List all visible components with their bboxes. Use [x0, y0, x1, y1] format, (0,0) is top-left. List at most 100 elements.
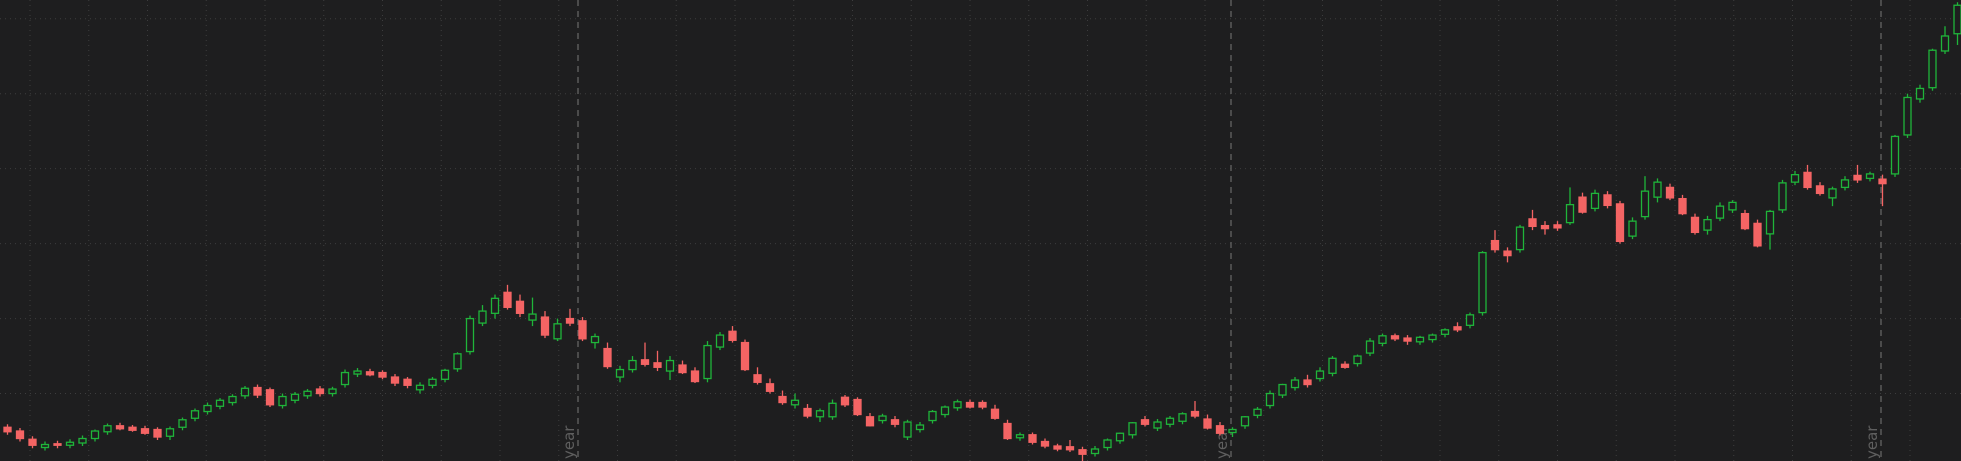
- candle-body: [1765, 210, 1775, 235]
- candle-body: [1915, 87, 1925, 100]
- candle-body: [1928, 49, 1937, 89]
- candle-body: [440, 369, 450, 380]
- period-label: year: [1863, 425, 1881, 459]
- candle-body: [1565, 203, 1575, 224]
- candle-body: [1065, 446, 1075, 451]
- candle-body: [1265, 392, 1275, 407]
- candle-body: [1378, 335, 1387, 344]
- candle-body: [340, 371, 350, 386]
- candle-body: [1778, 182, 1787, 211]
- candle-body: [740, 341, 750, 371]
- candle-body: [3, 426, 12, 433]
- candle-body: [640, 359, 650, 365]
- candle-body: [1215, 425, 1225, 434]
- candle-body: [103, 425, 112, 433]
- candle-body: [1165, 417, 1175, 425]
- candle-body: [490, 297, 500, 314]
- candle-body: [1628, 220, 1637, 237]
- candle-body: [253, 386, 262, 396]
- candle-body: [1740, 212, 1750, 230]
- candle-body: [140, 428, 150, 434]
- period-separators: year year year: [560, 0, 1882, 461]
- candle-body: [1878, 178, 1887, 185]
- candle-body: [690, 370, 700, 383]
- candle-body: [565, 317, 575, 324]
- candle-body: [803, 407, 812, 417]
- candle-body: [1590, 192, 1600, 210]
- candle-body: [1465, 314, 1475, 326]
- candle-body: [1428, 334, 1437, 341]
- candle-body: [1490, 239, 1500, 251]
- candle-body: [865, 416, 875, 427]
- candle-body: [240, 387, 250, 397]
- candle-body: [78, 437, 87, 444]
- candle-body: [1115, 432, 1125, 442]
- candle-body: [478, 310, 487, 324]
- candle-body: [1640, 190, 1650, 218]
- candle-body: [815, 410, 825, 418]
- candle-body: [65, 441, 75, 446]
- candle-body: [828, 402, 837, 418]
- candle-body: [128, 426, 137, 431]
- candle-body: [1303, 379, 1312, 386]
- candle-body: [1390, 335, 1400, 340]
- candle-body: [403, 378, 412, 386]
- candle-body: [1053, 445, 1062, 450]
- candle-body: [1440, 329, 1450, 335]
- candle-body: [765, 383, 775, 392]
- candle-body: [840, 396, 850, 406]
- candle-body: [878, 415, 887, 422]
- candle-body: [1865, 173, 1875, 180]
- candle-body: [353, 370, 362, 375]
- candle-body: [1665, 186, 1675, 199]
- candle-body: [1453, 326, 1462, 331]
- candle-body: [303, 390, 312, 397]
- candle-body: [1365, 340, 1375, 354]
- candle-body: [365, 371, 375, 376]
- candle-body: [1578, 196, 1587, 213]
- candle-body: [15, 430, 25, 440]
- candle-body: [1290, 379, 1300, 389]
- candle-body: [1403, 337, 1412, 342]
- candle-body: [1140, 419, 1150, 425]
- candle-body: [415, 384, 425, 391]
- candle-body: [1853, 174, 1862, 181]
- vertical-grid: [29, 0, 1911, 461]
- candle-body: [1653, 181, 1662, 198]
- candle-body: [928, 410, 937, 422]
- candle-body: [1015, 434, 1025, 439]
- candle-body: [315, 388, 325, 395]
- candle-body: [1728, 201, 1737, 211]
- candle-body: [753, 374, 762, 383]
- candle-body: [940, 406, 950, 416]
- candle-body: [790, 399, 800, 406]
- candle-body: [1240, 416, 1250, 427]
- candle-body: [903, 421, 912, 438]
- candle-body: [1315, 370, 1325, 380]
- candle-body: [653, 362, 662, 368]
- candle-body: [1603, 194, 1612, 207]
- candle-body: [978, 401, 987, 408]
- candle-body: [990, 408, 1000, 419]
- candle-body: [190, 410, 200, 419]
- candle-body: [328, 388, 337, 395]
- candle-body: [1540, 224, 1550, 230]
- candle-body: [378, 371, 387, 378]
- candle-body: [890, 419, 900, 425]
- candle-body: [528, 313, 537, 321]
- candle-body: [1253, 408, 1262, 416]
- candle-body: [853, 398, 862, 416]
- candle-body: [915, 424, 925, 431]
- candle-body: [1515, 226, 1525, 251]
- candle-body: [1903, 96, 1912, 136]
- candle-body: [90, 430, 100, 440]
- candle-body: [1840, 179, 1850, 189]
- candle-body: [715, 334, 725, 348]
- candles: [3, 2, 1961, 461]
- candle-body: [428, 378, 437, 386]
- candle-body: [1828, 188, 1837, 199]
- candle-body: [1715, 205, 1725, 219]
- candle-body: [1615, 203, 1625, 243]
- candle-body: [203, 404, 212, 413]
